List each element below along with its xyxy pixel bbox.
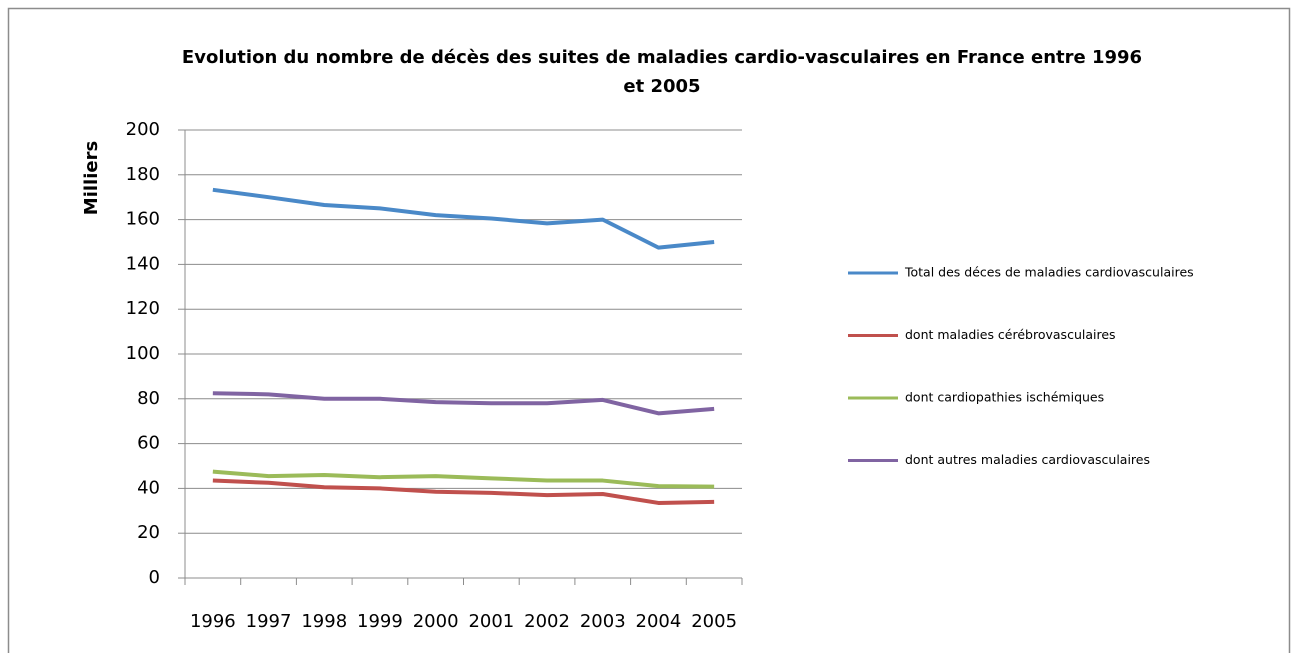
y-tick-label: 160 <box>126 209 160 230</box>
y-axis-label: Milliers <box>81 141 102 215</box>
series-line <box>212 391 715 416</box>
legend-label: Total des déces de maladies cardiovascul… <box>904 265 1194 280</box>
y-tick-label: 20 <box>137 522 160 543</box>
legend-label: dont autres maladies cardiovasculaires <box>905 452 1150 467</box>
y-tick-label: 180 <box>126 164 160 185</box>
x-tick-label: 2000 <box>413 611 459 632</box>
y-tick-label: 120 <box>126 298 160 319</box>
x-tick-label: 1996 <box>190 611 236 632</box>
x-tick-label: 2005 <box>691 611 737 632</box>
y-tick-label: 100 <box>126 343 160 364</box>
y-tick-label: 0 <box>149 567 160 588</box>
series-line <box>212 469 715 489</box>
chart-border <box>7 7 1291 653</box>
x-tick-label: 2002 <box>524 611 570 632</box>
y-tick-label: 80 <box>137 388 160 409</box>
y-tick-label: 60 <box>137 433 160 454</box>
y-tick-label: 200 <box>126 119 160 140</box>
x-tick-label: 2001 <box>468 611 514 632</box>
x-tick-label: 1998 <box>301 611 347 632</box>
y-tick-label: 140 <box>126 253 160 274</box>
series-line <box>212 478 715 505</box>
chart-title: et 2005 <box>623 76 700 97</box>
series-line <box>212 187 715 250</box>
x-tick-label: 2003 <box>580 611 626 632</box>
legend-label: dont cardiopathies ischémiques <box>905 390 1104 405</box>
x-tick-label: 2004 <box>636 611 682 632</box>
x-tick-label: 1997 <box>246 611 292 632</box>
y-tick-label: 40 <box>137 477 160 498</box>
x-tick-label: 1999 <box>357 611 403 632</box>
chart-title: Evolution du nombre de décès des suites … <box>182 47 1142 68</box>
legend-label: dont maladies cérébrovasculaires <box>905 327 1116 342</box>
